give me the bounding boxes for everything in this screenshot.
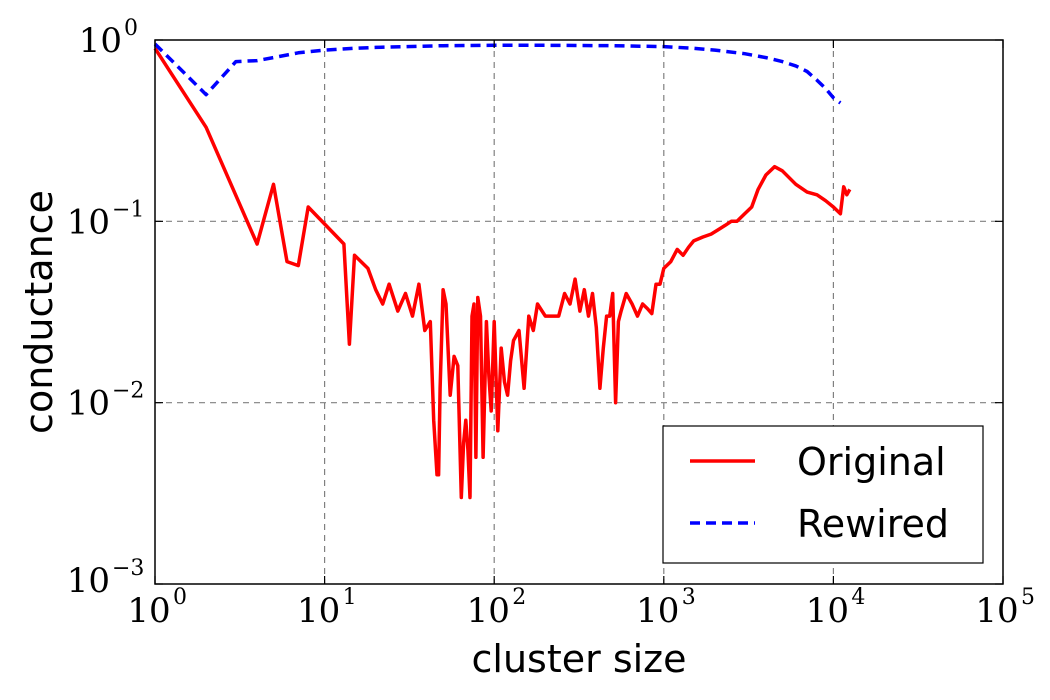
y-tick-label: 10 bbox=[67, 202, 110, 242]
legend-box bbox=[662, 425, 984, 564]
y-tick-label: 10 bbox=[79, 21, 122, 61]
y-tick-exponent: −2 bbox=[112, 379, 144, 404]
legend: Original Rewired bbox=[662, 425, 984, 564]
x-tick-exponent: 4 bbox=[851, 585, 865, 610]
y-tick-label: 10 bbox=[67, 561, 110, 601]
x-tick-label: 10 bbox=[127, 591, 170, 631]
x-tick-exponent: 3 bbox=[682, 585, 696, 610]
legend-label-original: Original bbox=[797, 440, 946, 484]
series-line-original bbox=[153, 47, 852, 500]
series-line-rewired bbox=[153, 42, 842, 105]
x-tick-label: 10 bbox=[467, 591, 510, 631]
y-tick-exponent: 0 bbox=[124, 16, 138, 41]
x-tick-label: 10 bbox=[636, 591, 679, 631]
x-tick-label: 10 bbox=[297, 591, 340, 631]
plot-frame bbox=[154, 39, 1004, 585]
legend-label-rewired: Rewired bbox=[797, 502, 949, 546]
series-layer bbox=[153, 42, 852, 500]
x-tick-label: 10 bbox=[975, 591, 1018, 631]
x-tick-exponent: 2 bbox=[512, 585, 526, 610]
x-tick-label: 10 bbox=[806, 591, 849, 631]
y-tick-exponent: −3 bbox=[112, 556, 144, 581]
x-tick-exponent: 1 bbox=[343, 585, 357, 610]
x-axis-label: cluster size bbox=[472, 637, 687, 681]
y-tick-label: 10 bbox=[67, 384, 110, 424]
y-tick-exponent: −1 bbox=[112, 197, 144, 222]
x-tick-exponent: 0 bbox=[173, 585, 187, 610]
y-axis-label: conductance bbox=[17, 190, 61, 434]
x-tick-exponent: 5 bbox=[1021, 585, 1035, 610]
x-axis: 10 0 10 1 10 2 10 3 10 4 10 5 bbox=[127, 40, 1035, 631]
